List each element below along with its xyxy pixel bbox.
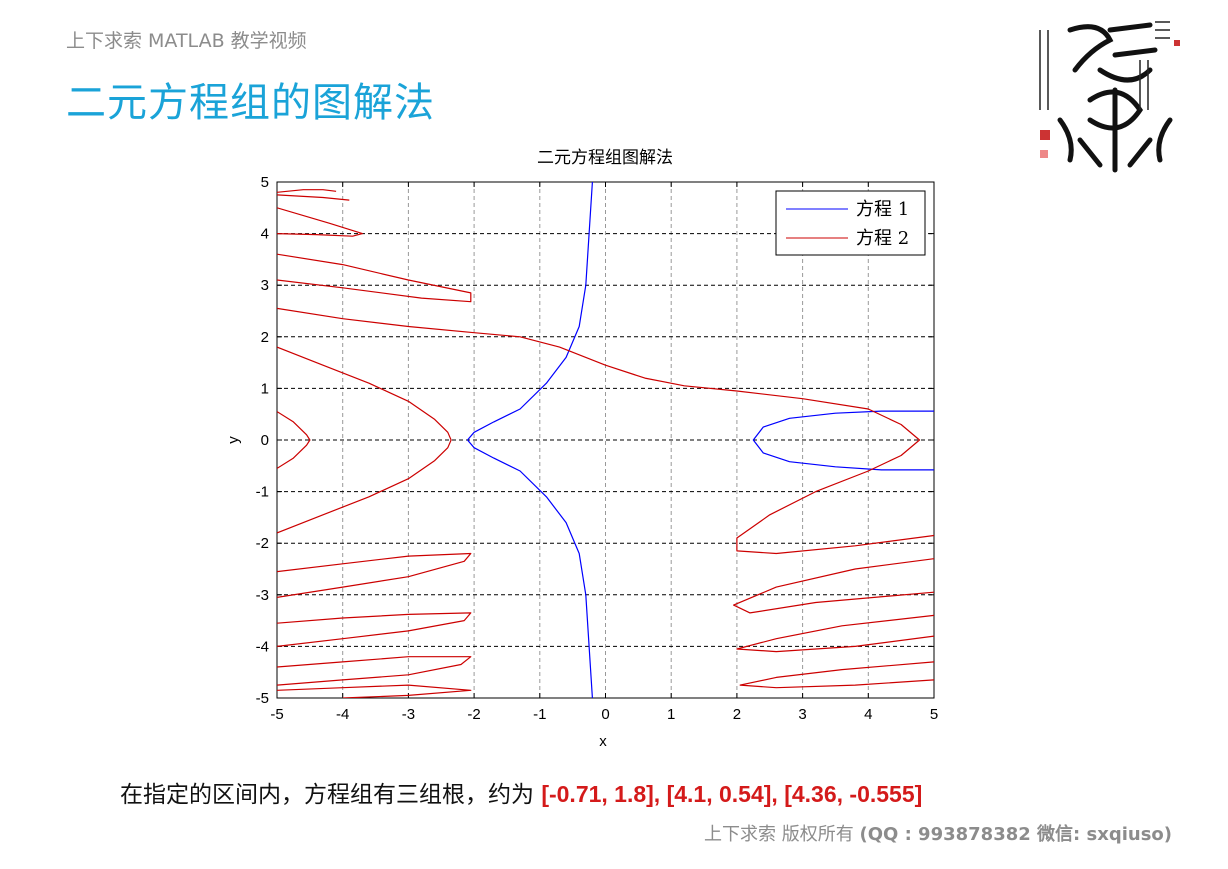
legend-label-eq2: 方程 2 — [856, 228, 909, 249]
y-tick-label: -4 — [256, 638, 269, 655]
curve-segment-eq1 — [466, 182, 593, 698]
y-tick-label: 2 — [261, 329, 269, 346]
calligraphy-logo-icon — [1039, 21, 1180, 173]
x-tick-label: 1 — [667, 706, 675, 723]
curve-segment-eq2 — [277, 411, 311, 469]
y-tick-label: 5 — [261, 174, 269, 191]
y-tick-label: 4 — [261, 226, 269, 243]
curve-segment-eq1 — [752, 410, 934, 471]
footer-copyright: 上下求索 版权所有 (QQ : 993878382 微信: sxqiuso) — [704, 820, 1172, 846]
conclusion-text: 在指定的区间内，方程组有三组根，约为 [-0.71, 1.8], [4.1, 0… — [120, 775, 922, 809]
curve-segment-eq2 — [277, 307, 934, 555]
roots-values: [-0.71, 1.8], [4.1, 0.54], [4.36, -0.555… — [541, 781, 923, 807]
footer-copyright-text: 上下求索 版权所有 — [704, 824, 860, 845]
slide-title: 二元方程组的图解法 — [66, 80, 435, 126]
curve-segment-eq2 — [277, 612, 472, 647]
curve-segment-eq2 — [736, 614, 934, 653]
curve-segment-eq2 — [732, 558, 934, 614]
curve-segment-eq2 — [277, 189, 337, 193]
y-tick-label: 3 — [261, 277, 269, 294]
conclusion-sentence: 在指定的区间内，方程组有三组根，约为 — [120, 782, 542, 808]
y-tick-label: -5 — [256, 690, 269, 707]
x-tick-label: -5 — [270, 706, 283, 723]
x-tick-label: 5 — [930, 706, 938, 723]
series-eq1 — [466, 182, 934, 698]
series-title: 上下求索 MATLAB 教学视频 — [66, 30, 307, 52]
chart-title: 二元方程组图解法 — [537, 148, 673, 168]
y-axis-label: y — [225, 436, 242, 444]
x-tick-label: -4 — [336, 706, 349, 723]
x-tick-label: 3 — [798, 706, 806, 723]
curve-segment-eq2 — [277, 346, 452, 534]
legend: 方程 1 方程 2 — [775, 190, 926, 256]
curve-segment-eq2 — [739, 661, 934, 689]
legend-box — [775, 190, 926, 256]
y-tick-label: -1 — [256, 484, 269, 501]
curve-segment-eq2 — [277, 656, 472, 686]
curve-segment-eq2 — [277, 207, 363, 237]
x-tick-label: -1 — [533, 706, 546, 723]
curve-segment-eq2 — [277, 194, 350, 201]
x-tick-label: 2 — [733, 706, 741, 723]
x-tick-label: 0 — [601, 706, 609, 723]
curves — [277, 182, 934, 698]
x-tick-label: -2 — [467, 706, 480, 723]
axis-ticks: -5 -4 -3 -2 -1 0 1 2 3 4 5 -5 -4 -3 -2 -1 0 1 2 3 4 5 — [256, 174, 939, 723]
y-tick-label: -3 — [256, 587, 269, 604]
y-tick-label: 0 — [261, 432, 269, 449]
x-tick-label: 4 — [864, 706, 872, 723]
footer-contact: (QQ : 993878382 微信: sxqiuso) — [859, 824, 1172, 845]
legend-label-eq1: 方程 1 — [856, 199, 909, 220]
x-axis-label: x — [599, 733, 607, 750]
grid — [277, 182, 934, 698]
x-tick-label: -3 — [402, 706, 415, 723]
curve-segment-eq2 — [277, 684, 472, 698]
y-tick-label: 1 — [261, 380, 269, 397]
series-eq2 — [277, 189, 934, 698]
curve-segment-eq2 — [277, 552, 472, 598]
curve-segment-eq2 — [277, 253, 472, 303]
y-tick-label: -2 — [256, 535, 269, 552]
